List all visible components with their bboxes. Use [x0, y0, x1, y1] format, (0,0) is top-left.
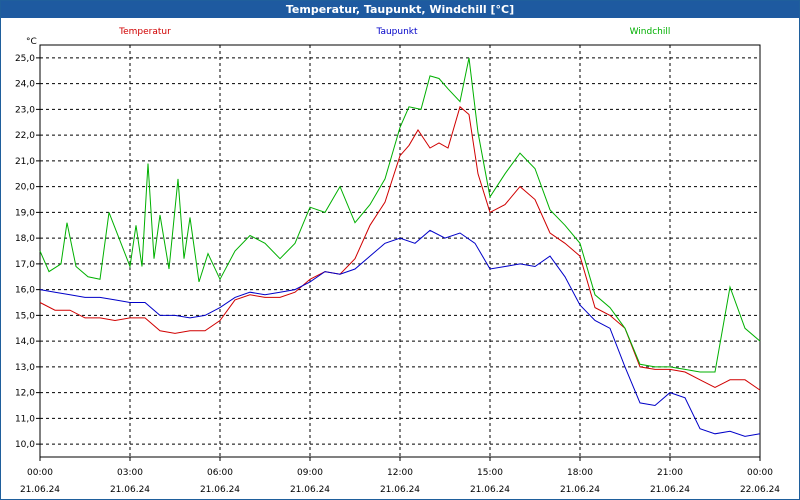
x-tick-date-label: 21.06.24 [380, 485, 420, 495]
x-tick-time-label: 18:00 [567, 468, 593, 478]
y-tick-label: 24,0 [15, 80, 35, 90]
x-tick-time-label: 15:00 [477, 468, 503, 478]
x-tick-date-label: 22.06.24 [740, 485, 780, 495]
y-axis-label: °C [26, 37, 37, 47]
y-tick-label: 20,0 [15, 183, 35, 193]
x-tick-date-label: 21.06.24 [650, 485, 690, 495]
legend-entry-windchill: Windchill [630, 27, 671, 37]
series-layer [39, 57, 761, 437]
x-tick-date-label: 21.06.24 [560, 485, 600, 495]
y-tick-label: 17,0 [15, 260, 35, 270]
y-tick-label: 10,0 [15, 440, 35, 450]
grid [40, 45, 760, 457]
y-tick-label: 25,0 [15, 54, 35, 64]
y-tick-label: 23,0 [15, 105, 35, 115]
x-tick-time-label: 00:00 [27, 468, 53, 478]
legend-entry-temperatur: Temperatur [118, 27, 171, 37]
y-tick-label: 13,0 [15, 363, 35, 373]
series-line-windchill [39, 57, 761, 373]
series-line-taupunkt [39, 229, 761, 437]
x-tick-time-label: 03:00 [117, 468, 143, 478]
y-tick-label: 12,0 [15, 389, 35, 399]
window-title: Temperatur, Taupunkt, Windchill [°C] [1, 1, 799, 18]
x-tick-time-label: 06:00 [207, 468, 233, 478]
x-tick-time-label: 00:00 [747, 468, 773, 478]
x-tick-time-label: 12:00 [387, 468, 413, 478]
x-tick-date-label: 21.06.24 [20, 485, 60, 495]
y-tick-label: 22,0 [15, 131, 35, 141]
y-tick-label: 14,0 [15, 337, 35, 347]
x-tick-date-label: 21.06.24 [110, 485, 150, 495]
y-tick-label: 21,0 [15, 157, 35, 167]
legend-entry-taupunkt: Taupunkt [375, 27, 418, 37]
legend: Temperatur Taupunkt Windchill [118, 27, 670, 37]
x-tick-time-label: 09:00 [297, 468, 323, 478]
y-tick-label: 15,0 [15, 311, 35, 321]
y-tick-label: 11,0 [15, 414, 35, 424]
y-tick-label: 19,0 [15, 208, 35, 218]
x-tick-date-label: 21.06.24 [290, 485, 330, 495]
x-tick-time-label: 21:00 [657, 468, 683, 478]
x-tick-date-label: 21.06.24 [200, 485, 240, 495]
x-tick-date-label: 21.06.24 [470, 485, 510, 495]
axis-layer: 10,0 11,0 12,0 13,0 14,0 15,0 16,0 17,0 18,0 19,0… [15, 37, 780, 495]
y-tick-label: 16,0 [15, 286, 35, 296]
y-tick-label: 18,0 [15, 234, 35, 244]
